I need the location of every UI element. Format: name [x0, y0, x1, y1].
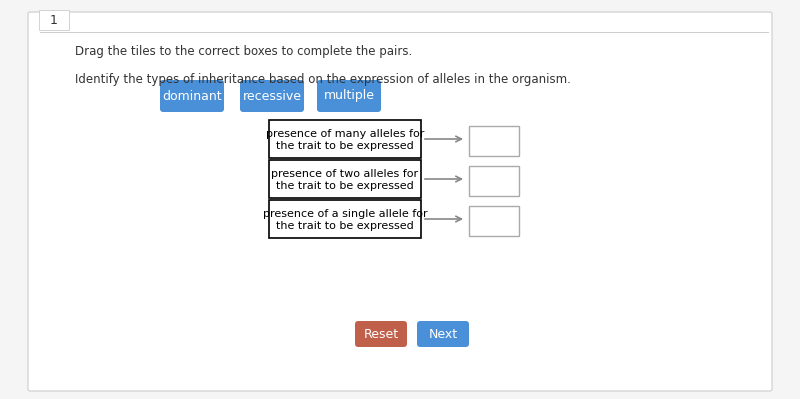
FancyBboxPatch shape — [39, 10, 69, 30]
FancyBboxPatch shape — [160, 80, 224, 112]
FancyBboxPatch shape — [417, 321, 469, 347]
Text: Identify the types of inheritance based on the expression of alleles in the orga: Identify the types of inheritance based … — [75, 73, 571, 85]
FancyBboxPatch shape — [469, 126, 519, 156]
Text: dominant: dominant — [162, 89, 222, 103]
FancyBboxPatch shape — [28, 12, 772, 391]
Text: Drag the tiles to the correct boxes to complete the pairs.: Drag the tiles to the correct boxes to c… — [75, 45, 412, 57]
FancyBboxPatch shape — [355, 321, 407, 347]
Text: 1: 1 — [50, 14, 58, 26]
FancyBboxPatch shape — [269, 120, 421, 158]
Text: presence of a single allele for: presence of a single allele for — [262, 209, 427, 219]
FancyBboxPatch shape — [469, 166, 519, 196]
Text: multiple: multiple — [323, 89, 374, 103]
Text: the trait to be expressed: the trait to be expressed — [276, 221, 414, 231]
Text: recessive: recessive — [242, 89, 302, 103]
FancyBboxPatch shape — [317, 80, 381, 112]
FancyBboxPatch shape — [469, 206, 519, 236]
Text: the trait to be expressed: the trait to be expressed — [276, 141, 414, 151]
FancyBboxPatch shape — [269, 160, 421, 198]
Text: the trait to be expressed: the trait to be expressed — [276, 181, 414, 191]
Text: presence of many alleles for: presence of many alleles for — [266, 129, 424, 139]
FancyBboxPatch shape — [269, 200, 421, 238]
Text: Reset: Reset — [363, 328, 398, 340]
Text: presence of two alleles for: presence of two alleles for — [271, 169, 418, 179]
FancyBboxPatch shape — [240, 80, 304, 112]
Text: Next: Next — [429, 328, 458, 340]
